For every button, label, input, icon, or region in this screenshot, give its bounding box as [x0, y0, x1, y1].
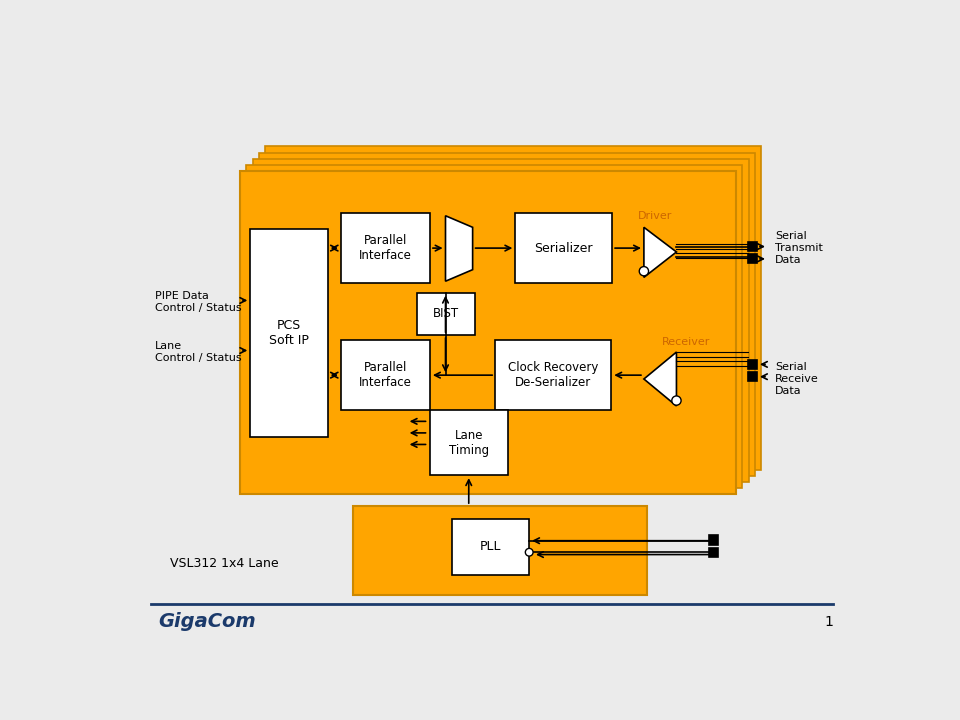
Bar — [252, 159, 749, 482]
Bar — [748, 360, 757, 369]
Text: PIPE Data
Control / Status: PIPE Data Control / Status — [155, 291, 242, 312]
Bar — [452, 519, 529, 575]
Polygon shape — [644, 228, 677, 277]
Bar — [265, 146, 761, 470]
Text: Clock Recovery
De-Serializer: Clock Recovery De-Serializer — [508, 361, 598, 389]
Circle shape — [672, 396, 681, 405]
Text: Receiver: Receiver — [661, 337, 710, 346]
Text: 1: 1 — [824, 615, 833, 629]
Bar — [251, 229, 327, 437]
Bar — [748, 242, 757, 251]
Bar — [341, 213, 430, 283]
Circle shape — [525, 549, 533, 556]
Bar — [709, 548, 718, 557]
Bar — [259, 153, 755, 476]
Polygon shape — [445, 216, 472, 282]
Bar — [430, 410, 508, 475]
Text: Parallel
Interface: Parallel Interface — [359, 361, 412, 389]
Text: VSL312 1x4 Lane: VSL312 1x4 Lane — [170, 557, 279, 570]
Bar — [417, 293, 475, 335]
Text: PLL: PLL — [480, 540, 501, 554]
Text: Lane
Control / Status: Lane Control / Status — [155, 341, 242, 363]
Bar — [516, 213, 612, 283]
Text: Serializer: Serializer — [535, 242, 593, 255]
Text: Serial
Transmit
Data: Serial Transmit Data — [775, 232, 823, 265]
Text: PCS
Soft IP: PCS Soft IP — [269, 319, 309, 347]
Bar — [495, 341, 612, 410]
Bar — [352, 506, 647, 595]
Text: Driver: Driver — [637, 211, 672, 221]
Polygon shape — [644, 352, 677, 406]
Bar — [247, 165, 742, 488]
Bar — [709, 535, 718, 544]
Bar — [748, 254, 757, 264]
Text: Lane
Timing: Lane Timing — [448, 428, 489, 456]
Bar — [240, 171, 736, 495]
Text: BIST: BIST — [433, 307, 459, 320]
Text: Serial
Receive
Data: Serial Receive Data — [775, 362, 819, 395]
Circle shape — [639, 266, 649, 276]
Text: GigaCom: GigaCom — [158, 612, 256, 631]
Text: Parallel
Interface: Parallel Interface — [359, 234, 412, 262]
Bar — [341, 341, 430, 410]
Bar — [748, 372, 757, 382]
